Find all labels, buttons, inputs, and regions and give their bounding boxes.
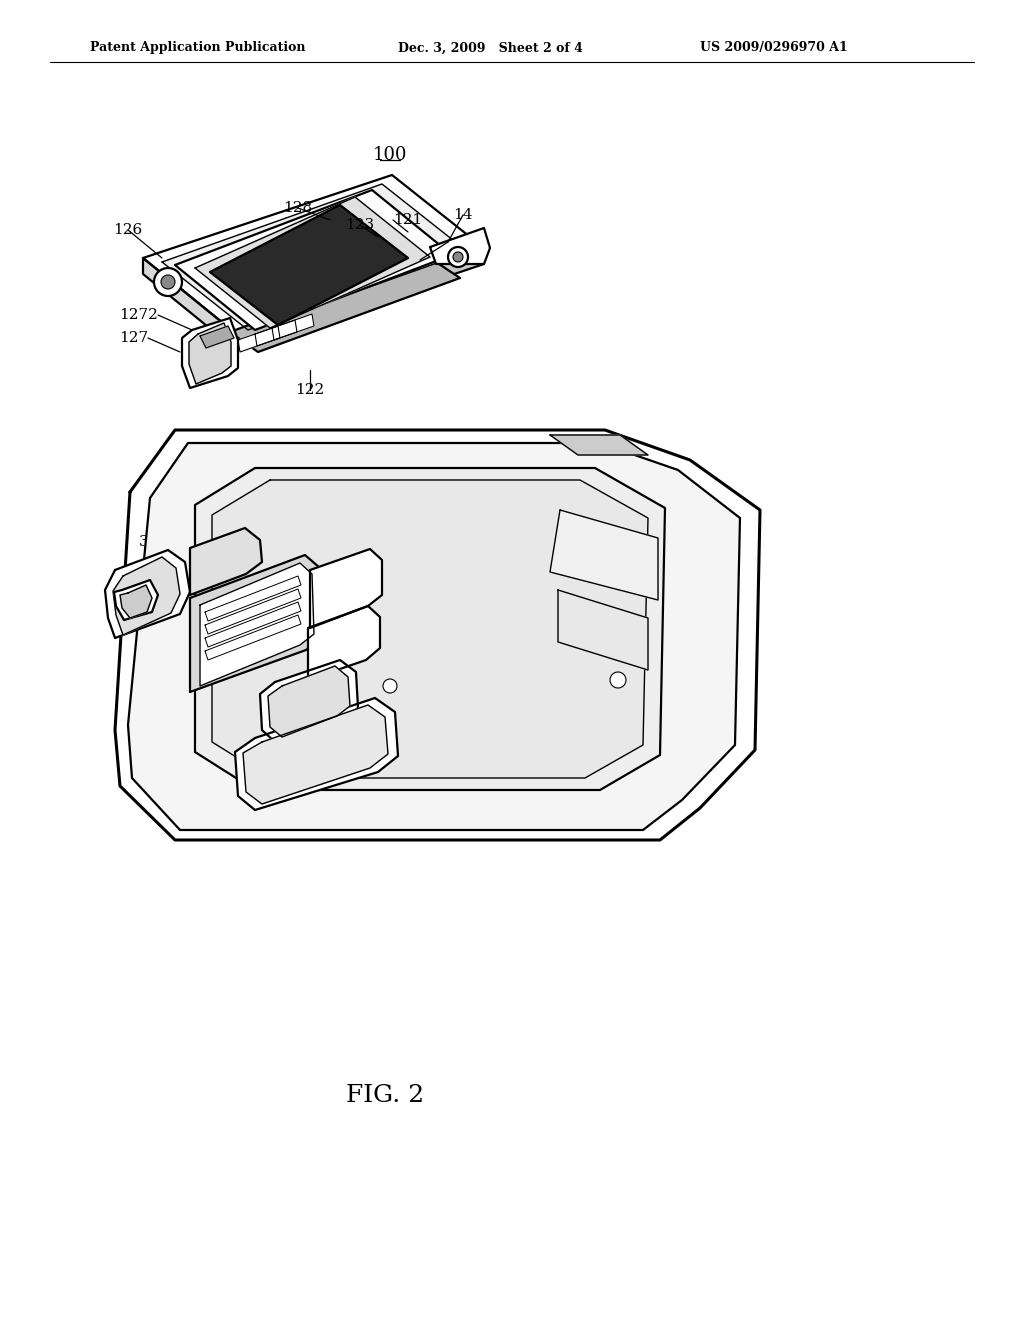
Polygon shape [272,314,314,341]
Polygon shape [234,698,398,810]
Text: 128: 128 [284,201,312,215]
Text: Dec. 3, 2009   Sheet 2 of 4: Dec. 3, 2009 Sheet 2 of 4 [398,41,583,54]
Polygon shape [205,576,301,620]
Text: 14: 14 [454,209,473,222]
Circle shape [161,275,175,289]
Text: 3226: 3226 [273,741,312,755]
Polygon shape [210,205,408,325]
Polygon shape [255,319,297,346]
Polygon shape [115,430,760,840]
Polygon shape [205,589,301,634]
Polygon shape [550,436,648,455]
Polygon shape [243,705,388,804]
Text: 121: 121 [393,213,422,227]
Polygon shape [195,469,665,789]
Polygon shape [120,585,152,618]
Polygon shape [190,554,322,692]
Text: 342: 342 [139,535,168,549]
Polygon shape [268,667,350,737]
Text: 122: 122 [295,383,325,397]
Polygon shape [175,190,452,330]
Polygon shape [113,557,180,635]
Polygon shape [308,606,380,680]
Polygon shape [195,197,430,327]
Polygon shape [200,326,234,348]
Text: FIG. 2: FIG. 2 [346,1084,424,1106]
Text: 1272: 1272 [119,308,158,322]
Polygon shape [189,323,231,384]
Polygon shape [238,326,280,352]
Polygon shape [143,176,484,333]
Polygon shape [200,564,314,686]
Polygon shape [550,510,658,601]
Text: 126: 126 [500,685,529,700]
Polygon shape [205,602,301,647]
Circle shape [453,252,463,261]
Polygon shape [162,183,468,330]
Polygon shape [234,248,484,348]
Polygon shape [260,660,358,742]
Polygon shape [230,257,460,352]
Polygon shape [430,228,490,264]
Polygon shape [114,579,158,620]
Polygon shape [182,318,238,388]
Polygon shape [558,590,648,671]
Polygon shape [105,550,190,638]
Text: US 2009/0296970 A1: US 2009/0296970 A1 [700,41,848,54]
Circle shape [610,672,626,688]
Polygon shape [310,549,382,628]
Polygon shape [128,444,740,830]
Circle shape [449,247,468,267]
Polygon shape [212,480,648,777]
Text: 123: 123 [345,218,375,232]
Text: 100: 100 [373,147,408,164]
Polygon shape [143,257,234,348]
Text: 324: 324 [347,741,377,755]
Text: 20: 20 [210,583,229,597]
Text: 126: 126 [114,223,142,238]
Text: 32: 32 [186,458,206,473]
Polygon shape [205,615,301,660]
Polygon shape [190,528,262,595]
Circle shape [383,678,397,693]
Text: 127: 127 [119,331,148,345]
Text: Patent Application Publication: Patent Application Publication [90,41,305,54]
Circle shape [154,268,182,296]
